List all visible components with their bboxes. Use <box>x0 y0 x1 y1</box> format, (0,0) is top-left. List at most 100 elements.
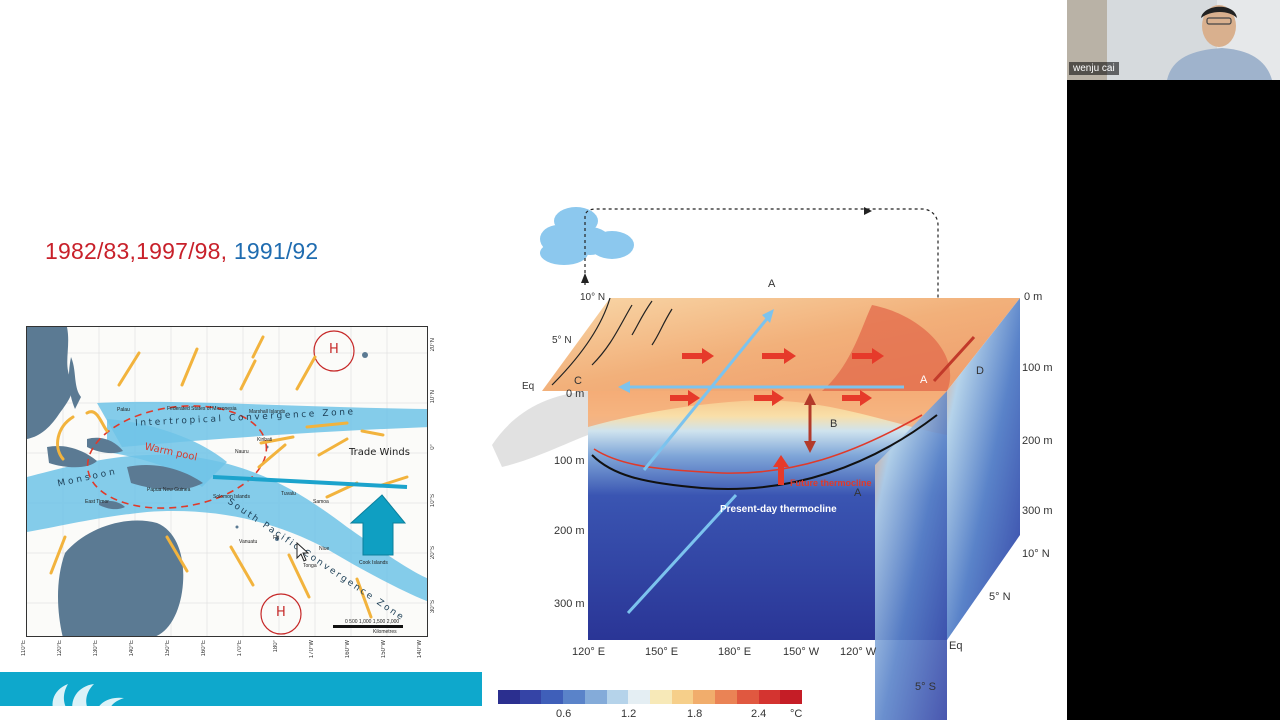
lon-tick: 140°E <box>129 640 135 657</box>
place-marshall-islands: Marshall Islands <box>249 409 286 415</box>
colorbar-swatch <box>780 690 803 704</box>
place-east-timor: East Timor <box>85 499 109 505</box>
high-pressure-north-icon <box>313 330 355 372</box>
lat-tick: 0° <box>430 444 436 450</box>
temperature-colorbar <box>498 690 803 704</box>
lon-tick: 160°W <box>345 640 351 659</box>
lon-label-120e: 120° E <box>572 646 606 658</box>
colorbar-swatch <box>541 690 564 704</box>
participant-video-tile[interactable]: wenju cai <box>1067 0 1280 80</box>
colorbar-tick: 2.4 <box>751 708 767 720</box>
place-png: Papua New Guinea <box>147 487 191 493</box>
place-nauru: Nauru <box>235 449 249 455</box>
point-a-top: A <box>768 278 776 290</box>
lat-tick: 20°N <box>430 338 436 352</box>
high-pressure-north-label: H <box>329 342 339 357</box>
lon-tick: 140°W <box>417 640 423 659</box>
scale-values: 0 500 1,000 1,500 2,000 <box>345 619 400 625</box>
place-tuvalu: Tuvalu <box>281 491 296 497</box>
side-lat-5n: 5° N <box>989 591 1011 603</box>
colorbar-swatch <box>606 690 629 704</box>
colorbar-unit: °C <box>790 708 803 720</box>
lon-label-150e: 150° E <box>645 646 679 658</box>
lon-tick: 160°E <box>201 640 207 657</box>
lon-label-180e: 180° E <box>718 646 752 658</box>
colorbar-swatch <box>498 690 520 704</box>
colorbar-tick: 1.2 <box>621 708 637 720</box>
lon-tick: 180° <box>273 640 279 653</box>
enso-ocean-section-diagram: 10° N 5° N Eq 0 m 100 m 200 m 300 m 0 m … <box>492 205 1053 720</box>
lat-tick: 20°S <box>430 546 436 560</box>
lon-tick: 170°E <box>237 640 243 657</box>
left-depth-100: 100 m <box>554 455 585 467</box>
lat-tick: 10°S <box>430 494 436 508</box>
place-tonga: Tonga <box>303 563 317 569</box>
cloud-icon <box>540 207 634 265</box>
right-depth-300: 300 m <box>1022 505 1053 517</box>
participant-name: wenju cai <box>1069 62 1119 75</box>
pacific-convergence-map: H H Intertropical Convergence Zone South… <box>26 326 428 637</box>
colorbar-swatch <box>736 690 759 704</box>
left-depth-200: 200 m <box>554 525 585 537</box>
colorbar-swatch <box>584 690 607 704</box>
institution-logo <box>52 684 124 720</box>
lon-tick: 110°E <box>21 640 27 656</box>
side-lat-eq: Eq <box>949 640 963 652</box>
lat-tick: 10°N <box>430 390 436 404</box>
place-cook-islands: Cook Islands <box>359 560 388 566</box>
point-c: C <box>574 375 582 387</box>
lat-label-eq: Eq <box>522 381 535 392</box>
point-a-east: A <box>920 374 928 386</box>
colorbar-swatch <box>715 690 737 704</box>
left-depth-0: 0 m <box>566 388 585 400</box>
map-longitude-axis: 110°E 120°E 130°E 140°E 150°E 160°E 170°… <box>16 640 436 670</box>
lon-tick: 130°E <box>93 640 99 657</box>
right-depth-0: 0 m <box>1024 291 1043 303</box>
lon-tick: 150°W <box>381 640 387 659</box>
place-kiribati: Kiribati <box>257 437 273 443</box>
point-a-deep: A <box>854 487 862 499</box>
colorbar-swatch <box>693 690 716 704</box>
presentation-slide: 1982/83,1997/98, 1991/92 <box>0 0 1067 720</box>
right-depth-200: 200 m <box>1022 435 1053 447</box>
lon-tick: 120°E <box>57 640 63 657</box>
colorbar-swatch <box>519 690 542 704</box>
lat-label-10n: 10° N <box>580 292 606 303</box>
colorbar-swatch <box>650 690 672 704</box>
high-pressure-south-label: H <box>276 605 286 620</box>
right-depth-100: 100 m <box>1022 362 1053 374</box>
lon-tick: 170°W <box>309 640 315 659</box>
lon-label-150w: 150° W <box>783 646 820 658</box>
mouse-pointer-icon <box>296 542 310 562</box>
place-fiji: Fiji <box>273 535 280 541</box>
left-depth-300: 300 m <box>554 598 585 610</box>
map-drawing <box>27 327 427 636</box>
colorbar-swatch <box>671 690 694 704</box>
point-b: B <box>830 418 838 430</box>
event-years-heading: 1982/83,1997/98, 1991/92 <box>45 238 318 265</box>
side-lat-5s: 5° S <box>915 681 936 693</box>
ocean-section-drawing <box>492 207 1020 720</box>
video-sidebar <box>1067 0 1280 720</box>
future-thermocline-label: Future thermocline <box>790 478 872 488</box>
lon-tick: 150°E <box>165 640 171 657</box>
present-thermocline-label: Present-day thermocline <box>720 504 837 515</box>
lat-tick: 30°S <box>430 600 436 614</box>
place-niue: Niue <box>319 546 330 552</box>
point-d: D <box>976 365 984 377</box>
colorbar-tick: 0.6 <box>556 708 572 720</box>
colorbar-swatch <box>758 690 781 704</box>
place-solomon-islands: Solomon Islands <box>213 494 250 500</box>
scale-unit: Kilometres <box>373 629 397 635</box>
colorbar-tick: 1.8 <box>687 708 703 720</box>
place-palau: Palau <box>117 407 130 413</box>
participant-video-feed <box>1067 0 1280 80</box>
lon-label-120w: 120° W <box>840 646 877 658</box>
colorbar-swatch <box>563 690 585 704</box>
lat-label-5n: 5° N <box>552 335 572 346</box>
side-lat-10n: 10° N <box>1022 548 1050 560</box>
place-micronesia: Federated States of Micronesia <box>167 406 237 412</box>
el-nino-years: 1982/83,1997/98, <box>45 238 228 264</box>
high-pressure-south-icon <box>260 593 302 635</box>
place-samoa: Samoa <box>313 499 329 505</box>
